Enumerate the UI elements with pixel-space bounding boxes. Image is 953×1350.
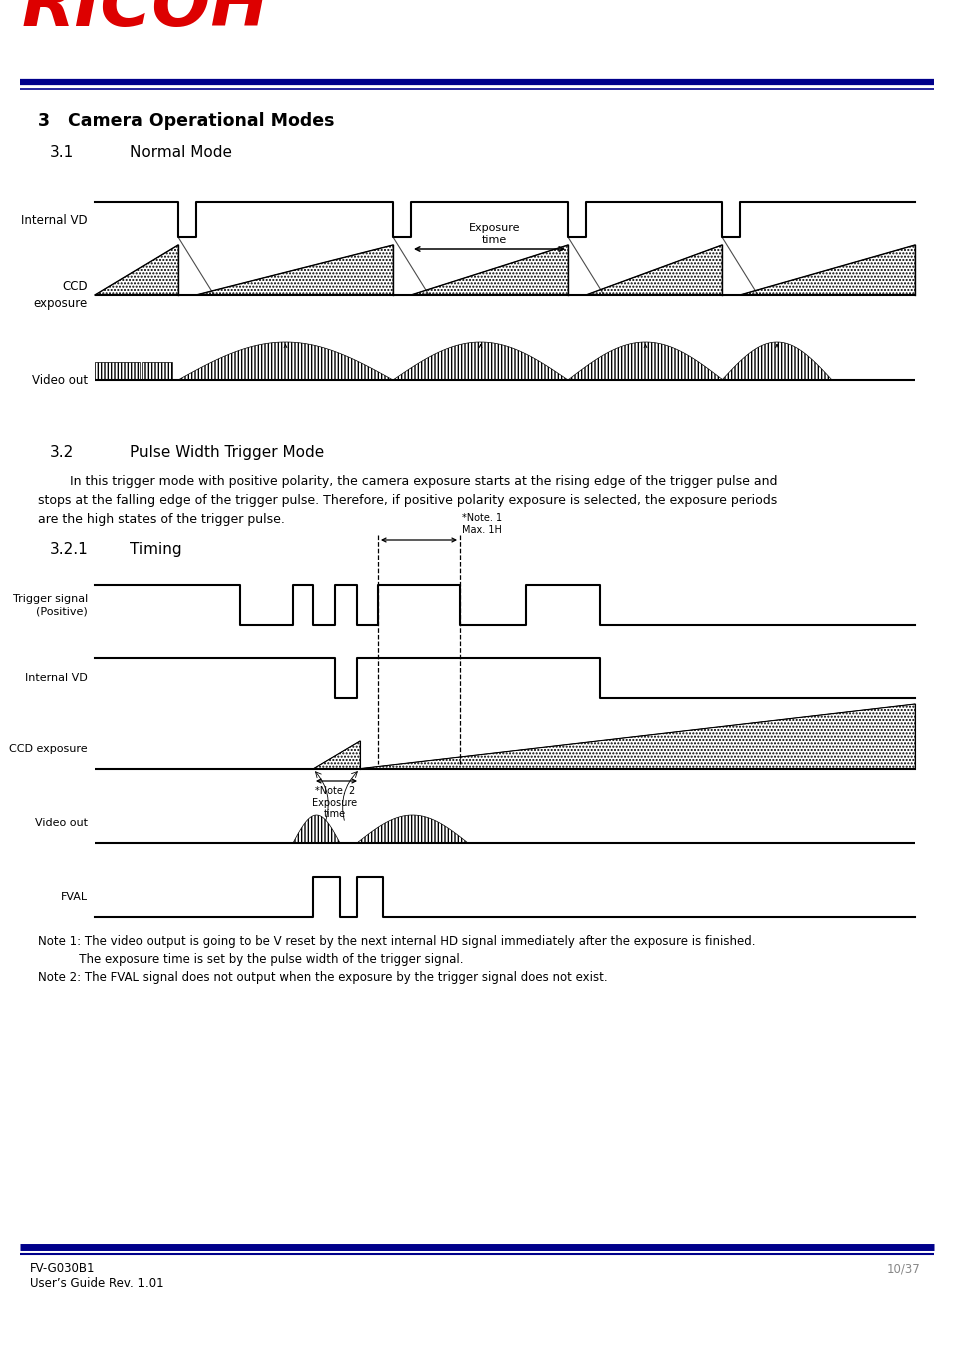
Bar — [142, 362, 172, 379]
Polygon shape — [585, 244, 721, 296]
Text: Video out: Video out — [31, 374, 88, 386]
Polygon shape — [393, 342, 567, 379]
Text: Pulse Width Trigger Mode: Pulse Width Trigger Mode — [130, 446, 324, 460]
Polygon shape — [721, 342, 831, 379]
Text: Internal VD: Internal VD — [21, 213, 88, 227]
Text: stops at the falling edge of the trigger pulse. Therefore, if positive polarity : stops at the falling edge of the trigger… — [38, 494, 777, 508]
Text: Normal Mode: Normal Mode — [130, 144, 232, 161]
Polygon shape — [740, 244, 914, 296]
Text: CCD
exposure: CCD exposure — [33, 281, 88, 309]
Text: The exposure time is set by the pulse width of the trigger signal.: The exposure time is set by the pulse wi… — [38, 953, 463, 967]
Text: Note 2: The FVAL signal does not output when the exposure by the trigger signal : Note 2: The FVAL signal does not output … — [38, 971, 607, 984]
Text: 3.1: 3.1 — [50, 144, 74, 161]
Polygon shape — [585, 244, 721, 296]
Polygon shape — [178, 342, 393, 379]
Polygon shape — [195, 244, 393, 296]
Polygon shape — [411, 244, 567, 296]
Polygon shape — [313, 741, 359, 770]
Polygon shape — [740, 244, 914, 296]
Polygon shape — [95, 244, 178, 296]
Text: FVAL: FVAL — [61, 892, 88, 902]
Text: Internal VD: Internal VD — [25, 674, 88, 683]
Text: Trigger signal
(Positive): Trigger signal (Positive) — [12, 594, 88, 616]
Polygon shape — [411, 244, 567, 296]
Text: are the high states of the trigger pulse.: are the high states of the trigger pulse… — [38, 513, 285, 526]
Text: *Note. 1
Max. 1H: *Note. 1 Max. 1H — [461, 513, 501, 535]
Text: Video out: Video out — [35, 818, 88, 828]
Text: 3.2: 3.2 — [50, 446, 74, 460]
Text: User’s Guide Rev. 1.01: User’s Guide Rev. 1.01 — [30, 1277, 164, 1291]
Text: In this trigger mode with positive polarity, the camera exposure starts at the r: In this trigger mode with positive polar… — [70, 475, 777, 487]
Text: Exposure
time: Exposure time — [468, 223, 519, 244]
Polygon shape — [567, 342, 722, 379]
Text: 10/37: 10/37 — [885, 1262, 919, 1274]
Polygon shape — [356, 815, 468, 842]
Text: 3.2.1: 3.2.1 — [50, 541, 89, 558]
Text: CCD exposure: CCD exposure — [10, 744, 88, 755]
Polygon shape — [356, 703, 914, 769]
Text: FV-G030B1: FV-G030B1 — [30, 1262, 95, 1274]
Text: RICOH: RICOH — [22, 0, 270, 40]
Text: *Note. 2
Exposure
time: *Note. 2 Exposure time — [313, 786, 357, 819]
Text: 3   Camera Operational Modes: 3 Camera Operational Modes — [38, 112, 335, 130]
Polygon shape — [195, 244, 393, 296]
Polygon shape — [293, 815, 339, 842]
Bar — [95, 362, 140, 379]
Text: Timing: Timing — [130, 541, 181, 558]
Polygon shape — [95, 244, 178, 296]
Text: Note 1: The video output is going to be V reset by the next internal HD signal i: Note 1: The video output is going to be … — [38, 936, 755, 948]
